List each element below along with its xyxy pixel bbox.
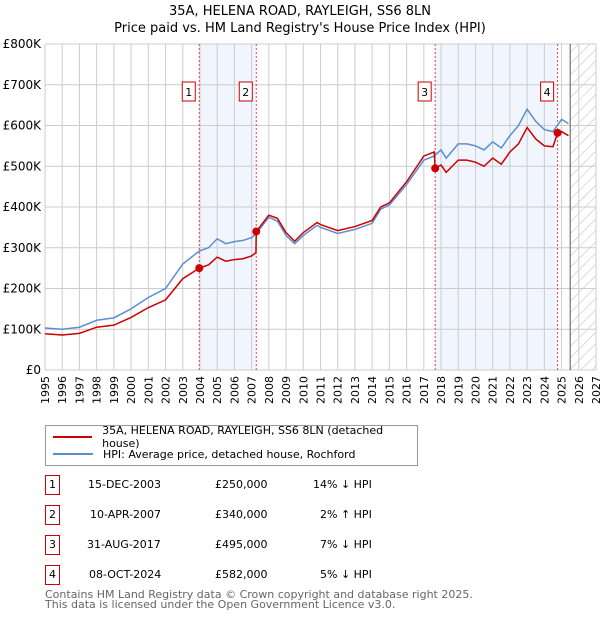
sale-marker-label: 1 [185,86,192,99]
sale-price: £250,000 [215,478,268,491]
footer-licence: This data is licensed under the Open Gov… [45,598,396,611]
sale-marker-box [540,81,555,102]
x-tick-label: 2006 [228,376,241,404]
chart-subtitle: Price paid vs. HM Land Registry's House … [114,21,486,36]
sale-date: 15-DEC-2003 [88,478,162,491]
sale-row: 1 15-DEC-2003 £250,000 14% ↓ HPI [45,475,425,495]
sale-marker-label: 4 [45,565,60,585]
sale-date: 31-AUG-2017 [87,538,161,551]
sale-row: 4 08-OCT-2024 £582,000 5% ↓ HPI [45,565,425,585]
sale-point [431,164,440,173]
x-tick-label: 2024 [538,376,551,404]
x-tick-label: 2019 [452,376,465,404]
x-tick-label: 1998 [91,376,104,404]
x-tick-label: 2026 [573,376,586,404]
sale-date: 08-OCT-2024 [89,568,162,581]
x-tick-label: 1999 [108,376,121,404]
sale-row: 3 31-AUG-2017 £495,000 7% ↓ HPI [45,535,425,555]
sale-hpi-diff: 2% ↑ HPI [320,508,372,521]
property-price-line [44,126,569,336]
y-tick-label: £0 [26,363,41,377]
sale-marker-label: 4 [544,86,551,99]
x-tick-label: 2012 [332,376,345,404]
x-tick-label: 1996 [56,376,69,404]
x-tick-label: 2021 [487,376,500,404]
sale-marker-label: 2 [45,505,60,525]
sale-hpi-diff: 7% ↓ HPI [320,538,372,551]
y-tick-label: £200K [3,282,43,296]
legend-label-hpi: HPI: Average price, detached house, Roch… [103,447,356,461]
sale-point [195,264,204,273]
x-tick-label: 1995 [39,376,52,404]
sale-point [252,227,261,236]
x-tick-label: 2004 [194,376,207,404]
y-tick-label: £100K [3,322,43,336]
x-tick-label: 2007 [246,376,259,404]
y-tick-label: £500K [3,159,43,173]
x-tick-label: 2018 [435,376,448,404]
x-tick-label: 2013 [349,376,362,404]
x-tick-label: 2016 [401,376,414,404]
hpi-line [44,107,569,331]
legend-label-property: 35A, HELENA ROAD, RAYLEIGH, SS6 8LN (det… [102,424,384,450]
x-tick-label: 2000 [125,376,138,404]
sale-marker-box [417,81,432,102]
sale-price: £340,000 [215,508,268,521]
x-tick-label: 2003 [177,376,190,404]
legend-swatch-hpi [53,453,93,455]
x-tick-label: 2014 [366,376,379,404]
sale-marker-label: 3 [45,535,60,555]
y-tick-label: £300K [3,241,43,255]
y-tick-label: £600K [3,119,43,133]
legend-swatch-property [53,436,93,438]
footer-copyright: Contains HM Land Registry data © Crown c… [45,588,473,601]
sale-point [553,128,562,137]
chart-title: 35A, HELENA ROAD, RAYLEIGH, SS6 8LN [169,4,431,19]
x-tick-label: 2010 [297,376,310,404]
sale-marker-label: 1 [45,475,60,495]
x-tick-label: 2022 [504,376,517,404]
sale-marker-box [238,81,253,102]
sale-hpi-diff: 14% ↓ HPI [313,478,372,491]
sale-row: 2 10-APR-2007 £340,000 2% ↑ HPI [45,505,425,525]
sale-marker-label: 3 [421,86,428,99]
x-tick-label: 2005 [211,376,224,404]
x-tick-label: 2009 [280,376,293,404]
x-tick-label: 2002 [160,376,173,404]
sale-price: £495,000 [215,538,268,551]
x-tick-label: 2017 [418,376,431,404]
legend: 35A, HELENA ROAD, RAYLEIGH, SS6 8LN (det… [45,424,418,466]
x-tick-label: 1997 [73,376,86,404]
x-tick-label: 2020 [469,376,482,404]
sale-price: £582,000 [215,568,268,581]
sale-date: 10-APR-2007 [90,508,162,521]
x-tick-label: 2023 [521,376,534,404]
footer: Contains HM Land Registry data © Crown c… [45,588,473,611]
x-tick-label: 2008 [263,376,276,404]
sale-marker-box [181,81,196,102]
x-tick-label: 2011 [315,376,328,404]
y-tick-label: £700K [3,78,43,92]
x-tick-label: 2001 [142,376,155,404]
x-tick-label: 2015 [383,376,396,404]
plot-area: 1995 1996 1997 1998 1999 2000 2001 2002 2003 2004… [3,37,600,404]
sale-hpi-diff: 5% ↓ HPI [320,568,372,581]
x-tick-label: 2027 [590,376,600,404]
y-tick-label: £400K [3,200,43,214]
sale-marker-label: 2 [242,86,249,99]
y-tick-label: £800K [3,37,43,51]
x-tick-label: 2025 [556,376,569,404]
